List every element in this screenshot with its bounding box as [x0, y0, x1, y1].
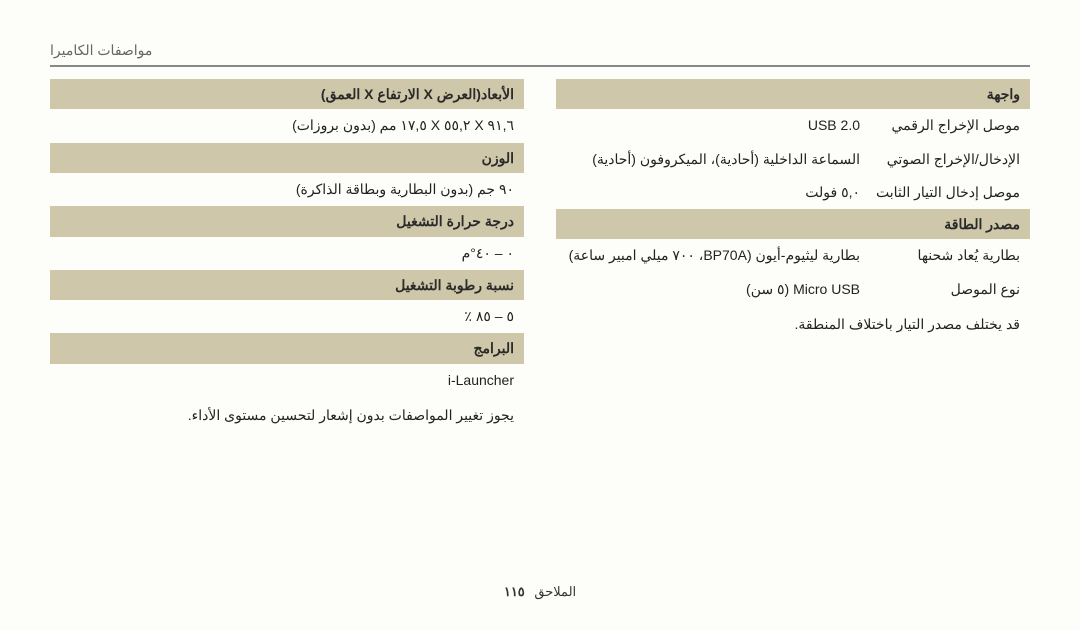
- spec-value: Micro USB (٥ سن): [566, 277, 860, 302]
- software-value: i-Launcher: [50, 364, 524, 397]
- weight-header: الوزن: [50, 143, 524, 173]
- page-title: مواصفات الكاميرا: [0, 0, 1080, 65]
- spec-row: الإدخال/الإخراج الصوتي السماعة الداخلية …: [556, 143, 1030, 176]
- power-header: مصدر الطاقة: [556, 209, 1030, 239]
- interface-header: واجهة: [556, 79, 1030, 109]
- spec-value: ٥,٠ فولت: [566, 180, 860, 205]
- software-header: البرامج: [50, 333, 524, 363]
- page-footer: الملاحق ١١٥: [0, 584, 1080, 600]
- weight-value: ٩٠ جم (بدون البطارية وبطاقة الذاكرة): [50, 173, 524, 206]
- spec-label: الإدخال/الإخراج الصوتي: [860, 147, 1020, 172]
- spec-label: موصل الإخراج الرقمي: [860, 113, 1020, 138]
- dimensions-value: ٩١,٦ X ٥٥,٢ X ١٧,٥ مم (بدون بروزات): [50, 109, 524, 142]
- spec-columns: واجهة موصل الإخراج الرقمي USB 2.0 الإدخا…: [0, 79, 1080, 434]
- spec-label: بطارية يُعاد شحنها: [860, 243, 1020, 268]
- temp-value: ٠ – ٤٠°م: [50, 237, 524, 270]
- spec-row: نوع الموصل Micro USB (٥ سن): [556, 273, 1030, 306]
- humidity-header: نسبة رطوبة التشغيل: [50, 270, 524, 300]
- humidity-value: ٥ – ٨٥ ٪: [50, 300, 524, 333]
- footer-page: ١١٥: [504, 584, 525, 599]
- spec-row: بطارية يُعاد شحنها بطارية ليثيوم-أيون (B…: [556, 239, 1030, 272]
- right-column: واجهة موصل الإخراج الرقمي USB 2.0 الإدخا…: [556, 79, 1030, 434]
- footer-label: الملاحق: [534, 584, 576, 599]
- spec-value: USB 2.0: [566, 113, 860, 138]
- left-column: الأبعاد(العرض X الارتفاع X العمق) ٩١,٦ X…: [50, 79, 524, 434]
- temp-header: درجة حرارة التشغيل: [50, 206, 524, 236]
- dimensions-header: الأبعاد(العرض X الارتفاع X العمق): [50, 79, 524, 109]
- spec-label: نوع الموصل: [860, 277, 1020, 302]
- spec-row: موصل الإخراج الرقمي USB 2.0: [556, 109, 1030, 142]
- power-note: قد يختلف مصدر التيار باختلاف المنطقة.: [556, 306, 1030, 343]
- spec-row: موصل إدخال التيار الثابت ٥,٠ فولت: [556, 176, 1030, 209]
- spec-value: بطارية ليثيوم-أيون (BP70A، ٧٠٠ ميلي امبي…: [566, 243, 860, 268]
- disclaimer: يجوز تغيير المواصفات بدون إشعار لتحسين م…: [50, 397, 524, 434]
- spec-label: موصل إدخال التيار الثابت: [860, 180, 1020, 205]
- spec-value: السماعة الداخلية (أحادية)، الميكروفون (أ…: [566, 147, 860, 172]
- header-rule: [50, 65, 1030, 67]
